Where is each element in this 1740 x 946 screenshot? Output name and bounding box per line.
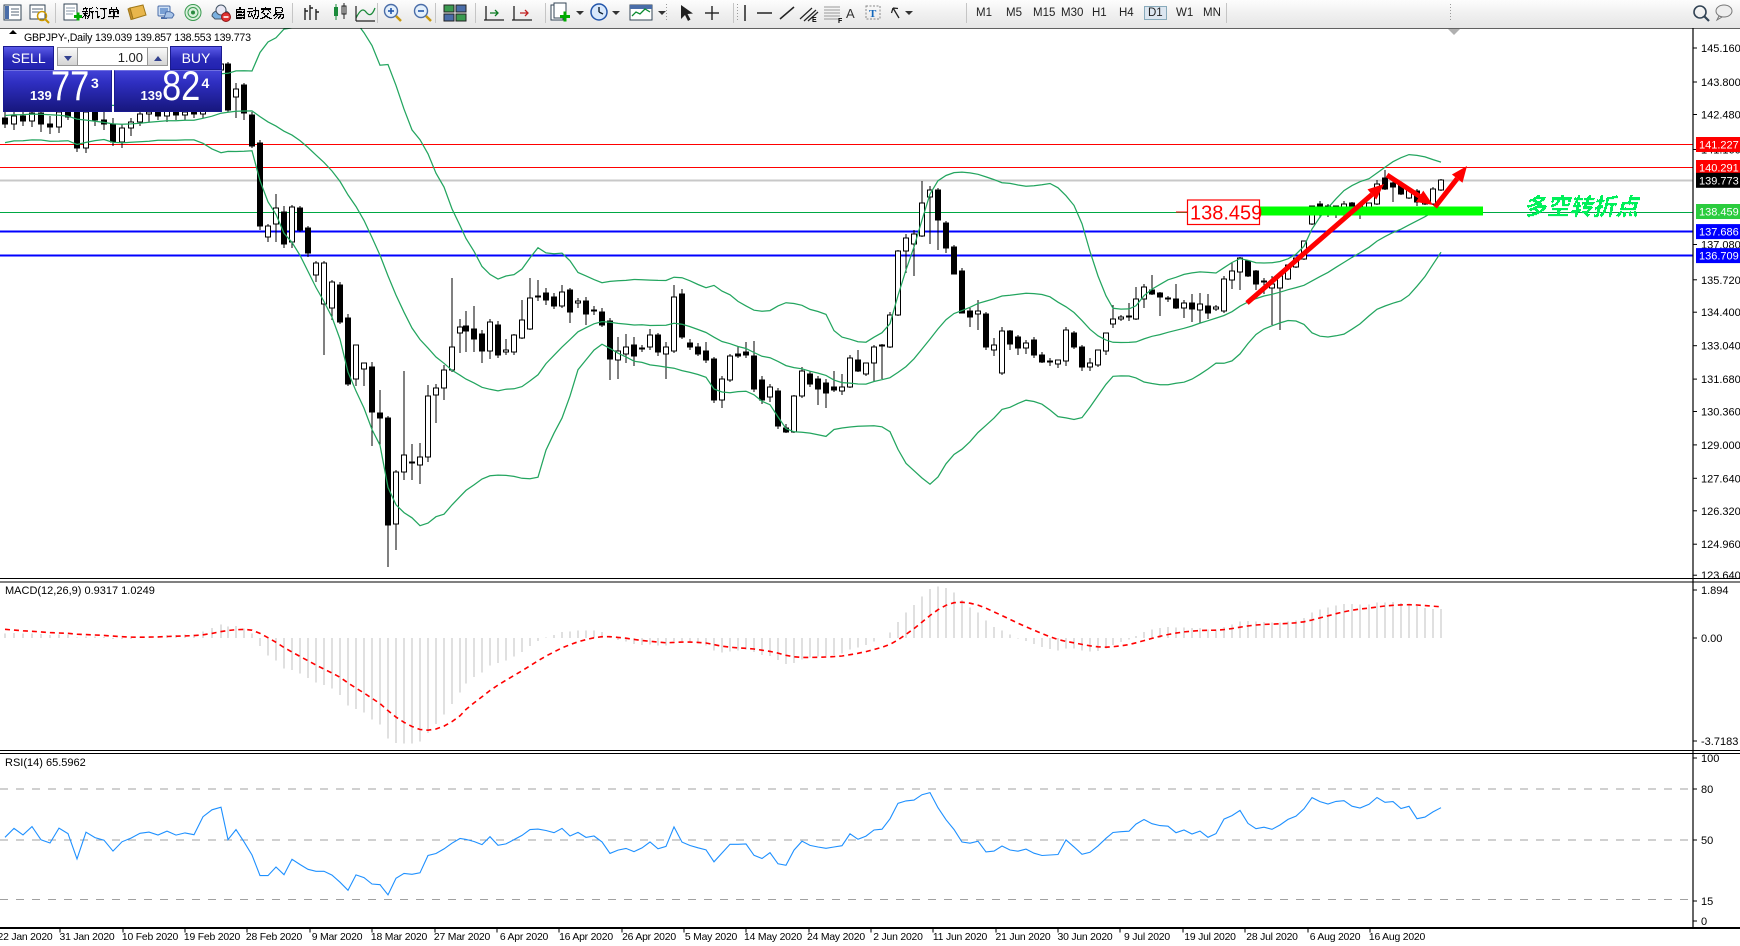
svg-text:E: E	[812, 17, 817, 24]
svg-text:145.160: 145.160	[1701, 43, 1740, 55]
svg-text:30 Jun 2020: 30 Jun 2020	[1058, 932, 1113, 943]
svg-text:26 Apr 2020: 26 Apr 2020	[622, 932, 676, 943]
svg-text:10 Feb 2020: 10 Feb 2020	[122, 932, 179, 943]
svg-text:28 Jul 2020: 28 Jul 2020	[1246, 932, 1298, 943]
svg-text:9 Mar 2020: 9 Mar 2020	[312, 932, 363, 943]
svg-text:138.459: 138.459	[1190, 203, 1262, 225]
svg-text:50: 50	[1701, 835, 1713, 847]
svg-text:15: 15	[1701, 896, 1713, 908]
svg-text:6 Aug 2020: 6 Aug 2020	[1310, 932, 1361, 943]
svg-text:124.960: 124.960	[1701, 539, 1740, 551]
svg-text:24 May 2020: 24 May 2020	[807, 932, 865, 943]
svg-text:14 May 2020: 14 May 2020	[744, 932, 802, 943]
svg-text:A: A	[846, 6, 855, 21]
svg-text:131.680: 131.680	[1701, 374, 1740, 386]
svg-text:130.360: 130.360	[1701, 407, 1740, 419]
svg-text:143.800: 143.800	[1701, 77, 1740, 89]
svg-text:27 Mar 2020: 27 Mar 2020	[434, 932, 491, 943]
svg-text:139.773: 139.773	[1699, 175, 1739, 187]
svg-text:2 Jun 2020: 2 Jun 2020	[873, 932, 923, 943]
svg-text:28 Feb 2020: 28 Feb 2020	[246, 932, 303, 943]
svg-text:21 Jun 2020: 21 Jun 2020	[996, 932, 1051, 943]
svg-text:16 Apr 2020: 16 Apr 2020	[559, 932, 613, 943]
svg-text:141.227: 141.227	[1699, 140, 1739, 152]
svg-text:1.894: 1.894	[1701, 585, 1729, 597]
svg-text:GBPJPY-,Daily 139.039 139.857: GBPJPY-,Daily 139.039 139.857 138.553 13…	[24, 32, 251, 44]
svg-text:MACD(12,26,9) 0.9317 1.0249: MACD(12,26,9) 0.9317 1.0249	[5, 585, 155, 597]
svg-text:136.709: 136.709	[1699, 251, 1739, 263]
svg-text:140.291: 140.291	[1699, 163, 1739, 175]
svg-text:18 Mar 2020: 18 Mar 2020	[371, 932, 428, 943]
svg-text:137.686: 137.686	[1699, 227, 1739, 239]
svg-text:22 Jan 2020: 22 Jan 2020	[0, 932, 53, 943]
svg-text:133.040: 133.040	[1701, 341, 1740, 353]
svg-text:123.640: 123.640	[1701, 570, 1740, 582]
svg-text:RSI(14) 65.5962: RSI(14) 65.5962	[5, 757, 86, 769]
svg-text:134.400: 134.400	[1701, 307, 1740, 319]
svg-text:142.480: 142.480	[1701, 110, 1740, 122]
svg-text:19 Feb 2020: 19 Feb 2020	[184, 932, 241, 943]
svg-text:80: 80	[1701, 784, 1713, 796]
svg-text:127.640: 127.640	[1701, 473, 1740, 485]
svg-text:126.320: 126.320	[1701, 506, 1740, 518]
svg-text:31 Jan 2020: 31 Jan 2020	[60, 932, 115, 943]
svg-text:-3.7183: -3.7183	[1701, 736, 1738, 748]
svg-text:11 Jun 2020: 11 Jun 2020	[933, 932, 988, 943]
svg-text:19 Jul 2020: 19 Jul 2020	[1184, 932, 1236, 943]
svg-text:100: 100	[1701, 753, 1719, 765]
svg-text:5 May 2020: 5 May 2020	[685, 932, 738, 943]
svg-text:16 Aug 2020: 16 Aug 2020	[1369, 932, 1426, 943]
svg-text:0.00: 0.00	[1701, 633, 1722, 645]
svg-text:6 Apr 2020: 6 Apr 2020	[500, 932, 549, 943]
svg-text:138.459: 138.459	[1699, 207, 1739, 219]
svg-text:135.720: 135.720	[1701, 275, 1740, 287]
svg-text:129.000: 129.000	[1701, 440, 1740, 452]
svg-text:9 Jul 2020: 9 Jul 2020	[1124, 932, 1170, 943]
svg-text:F: F	[838, 18, 843, 25]
svg-text:0: 0	[1701, 916, 1707, 928]
svg-text:T: T	[869, 8, 877, 20]
